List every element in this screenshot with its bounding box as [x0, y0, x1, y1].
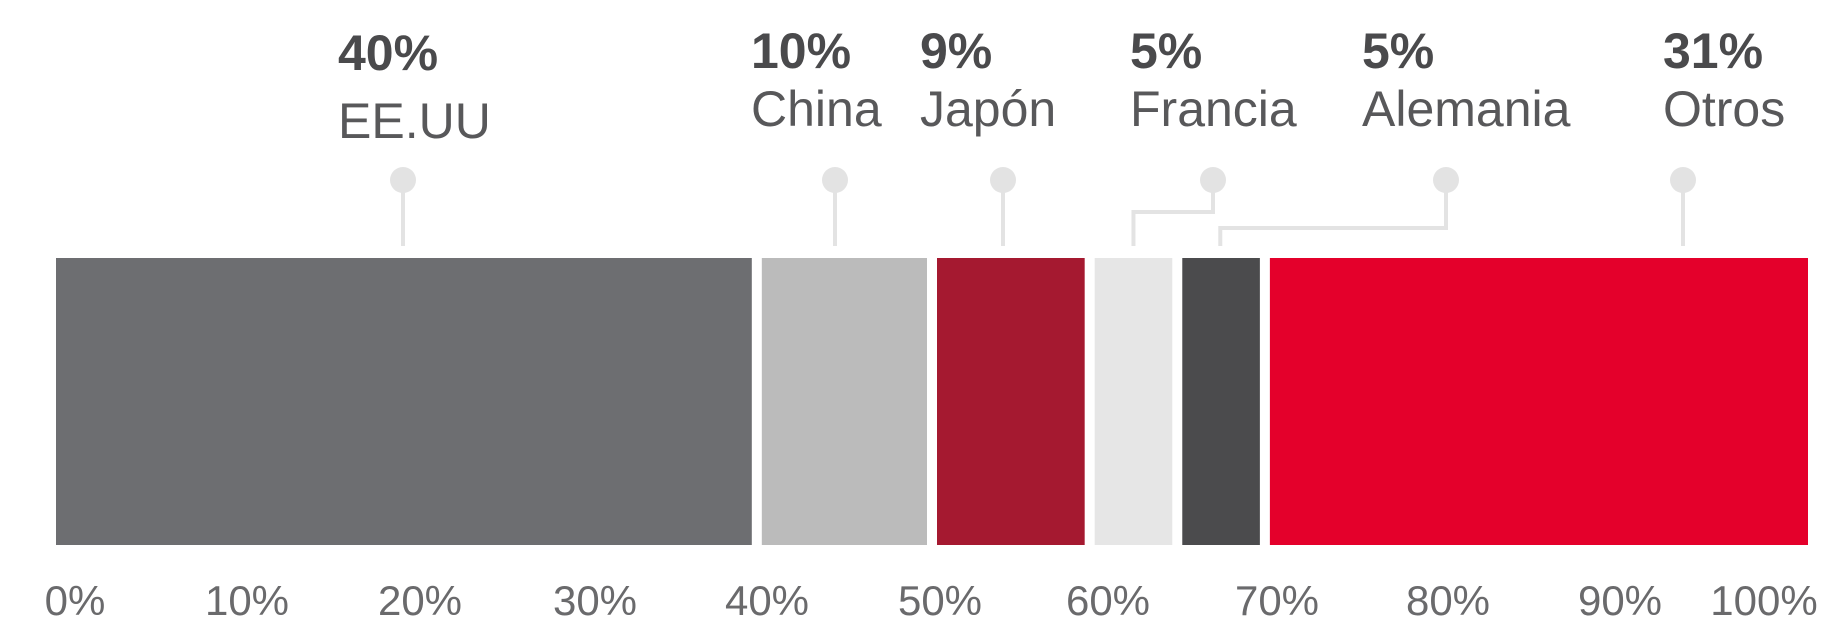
category-label-otros: Otros: [1663, 81, 1785, 137]
category-label-alemania: Alemania: [1362, 81, 1571, 137]
category-label-china: China: [751, 81, 882, 137]
x-tick-label: 80%: [1406, 577, 1490, 622]
leader-dot-alemania: [1433, 167, 1459, 193]
x-tick-label: 0%: [45, 577, 106, 622]
leader-line-francia: [1131, 180, 1215, 246]
leader-dot-otros: [1670, 167, 1696, 193]
leader-line-group: [390, 167, 1696, 246]
bar-ee-uu: [56, 258, 752, 545]
leader-dot-jap-n: [990, 167, 1016, 193]
value-label-otros: 31%: [1663, 23, 1763, 79]
leader-dot-ee-uu: [390, 167, 416, 193]
value-label-ee-uu: 40%: [338, 25, 438, 81]
x-tick-label: 10%: [205, 577, 289, 622]
x-tick-label: 50%: [898, 577, 982, 622]
x-tick-label: 100%: [1710, 577, 1817, 622]
leader-line-alemania: [1218, 180, 1448, 246]
value-label-francia: 5%: [1130, 23, 1202, 79]
x-tick-label: 30%: [553, 577, 637, 622]
bar-francia: [1094, 258, 1173, 545]
category-label-ee-uu: EE.UU: [338, 93, 491, 149]
x-tick-label: 70%: [1235, 577, 1319, 622]
value-label-jap-n: 9%: [920, 23, 992, 79]
leader-dot-francia: [1200, 167, 1226, 193]
x-tick-label: 40%: [725, 577, 809, 622]
x-tick-label: 20%: [378, 577, 462, 622]
value-label-china: 10%: [751, 23, 851, 79]
category-label-francia: Francia: [1130, 81, 1297, 137]
bar-alemania: [1182, 258, 1260, 545]
category-label-jap-n: Japón: [920, 81, 1056, 137]
bar-group: [56, 258, 1808, 545]
x-tick-label: 60%: [1066, 577, 1150, 622]
bar-jap-n: [937, 258, 1085, 545]
value-label-alemania: 5%: [1362, 23, 1434, 79]
leader-dot-china: [822, 167, 848, 193]
bar-otros: [1269, 258, 1808, 545]
bar-china: [761, 258, 927, 545]
x-axis-ticks: 0% 10% 20% 30% 40% 50% 60% 70% 80% 90% 100%: [45, 577, 1818, 622]
label-group: 40%EE.UU10%China9%Japón5%Francia5%Aleman…: [338, 23, 1785, 149]
x-tick-label: 90%: [1578, 577, 1662, 622]
